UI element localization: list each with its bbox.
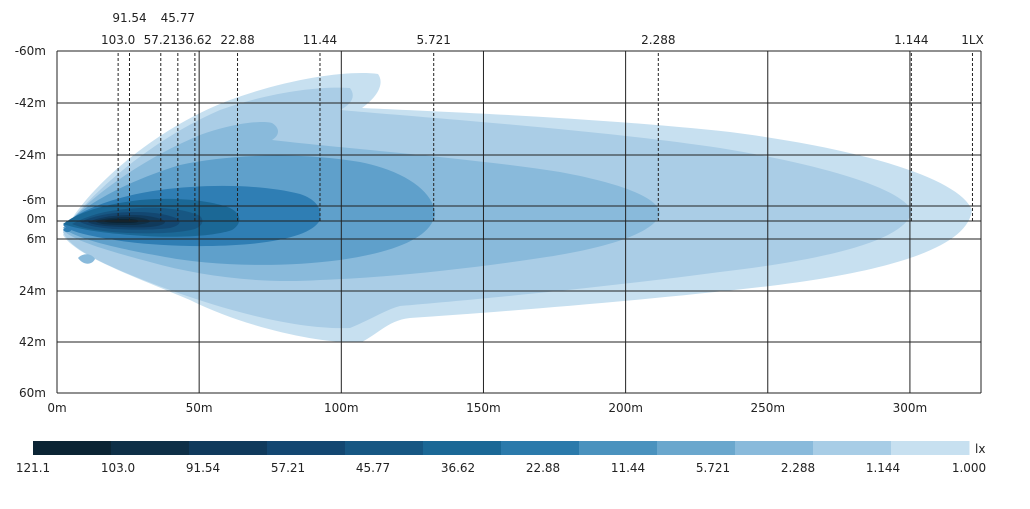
isolux-marker-label: 1LX <box>961 33 984 47</box>
color-scale-legend: lx 121.1 103.0 91.54 57.21 45.77 36.62 22.88 11.… <box>16 441 986 475</box>
isolux-regions <box>63 73 972 343</box>
legend-label: 1.000 <box>952 461 986 475</box>
x-tick-label: 250m <box>750 401 785 415</box>
legend-swatch <box>267 441 346 455</box>
legend-label: 2.288 <box>781 461 815 475</box>
legend-swatch <box>423 441 502 455</box>
isolux-marker-label: 91.54 <box>112 11 146 25</box>
x-tick-label: 50m <box>186 401 213 415</box>
legend-label: 45.77 <box>356 461 390 475</box>
legend-swatch <box>33 441 112 455</box>
y-tick-label: -24m <box>15 148 46 162</box>
isolux-marker-label: 1.144 <box>894 33 928 47</box>
isolux-marker-lines: 103.0 91.54 57.21 45.77 36.62 22.88 11.44 5.721… <box>101 11 984 221</box>
isolux-marker-label: 5.721 <box>417 33 451 47</box>
legend-label: 11.44 <box>611 461 645 475</box>
x-tick-label: 200m <box>608 401 643 415</box>
legend-label: 103.0 <box>101 461 135 475</box>
legend-swatch <box>735 441 814 455</box>
isolux-region-blob <box>78 254 95 264</box>
x-tick-label: 0m <box>47 401 66 415</box>
legend-swatch <box>891 441 970 455</box>
legend-swatch <box>189 441 268 455</box>
y-tick-label: 60m <box>19 386 46 400</box>
y-tick-label: -60m <box>15 44 46 58</box>
y-tick-label: 24m <box>19 284 46 298</box>
legend-swatch <box>657 441 736 455</box>
legend-label: 22.88 <box>526 461 560 475</box>
legend-label: 36.62 <box>441 461 475 475</box>
legend-label: 1.144 <box>866 461 900 475</box>
x-tick-label: 150m <box>466 401 501 415</box>
legend-swatch <box>501 441 580 455</box>
isolux-region-edge <box>63 226 72 233</box>
y-tick-label: 6m <box>27 232 46 246</box>
legend-swatch <box>345 441 424 455</box>
legend-label: 121.1 <box>16 461 50 475</box>
legend-label: 5.721 <box>696 461 730 475</box>
legend-swatch <box>813 441 892 455</box>
legend-swatch <box>111 441 190 455</box>
legend-label: 91.54 <box>186 461 220 475</box>
isolux-marker-label: 22.88 <box>220 33 254 47</box>
isolux-marker-label: 2.288 <box>641 33 675 47</box>
isolux-marker-label: 103.0 <box>101 33 135 47</box>
legend-unit: lx <box>975 442 985 456</box>
isolux-marker-label: 45.77 <box>161 11 195 25</box>
x-tick-label: 100m <box>324 401 359 415</box>
y-tick-label: -42m <box>15 96 46 110</box>
y-tick-label: 42m <box>19 335 46 349</box>
y-tick-label: 0m <box>27 212 46 226</box>
legend-label: 57.21 <box>271 461 305 475</box>
isolux-marker-label: 57.21 <box>144 33 178 47</box>
grid-lines <box>56 50 982 394</box>
x-tick-label: 300m <box>893 401 928 415</box>
axes: 0m 50m 100m 150m 200m 250m 300m -60m -42m -24m -6m… <box>15 44 928 415</box>
isolux-marker-label: 36.62 <box>178 33 212 47</box>
isolux-marker-label: 11.44 <box>303 33 337 47</box>
legend-swatch <box>579 441 658 455</box>
y-tick-label: -6m <box>22 193 46 207</box>
